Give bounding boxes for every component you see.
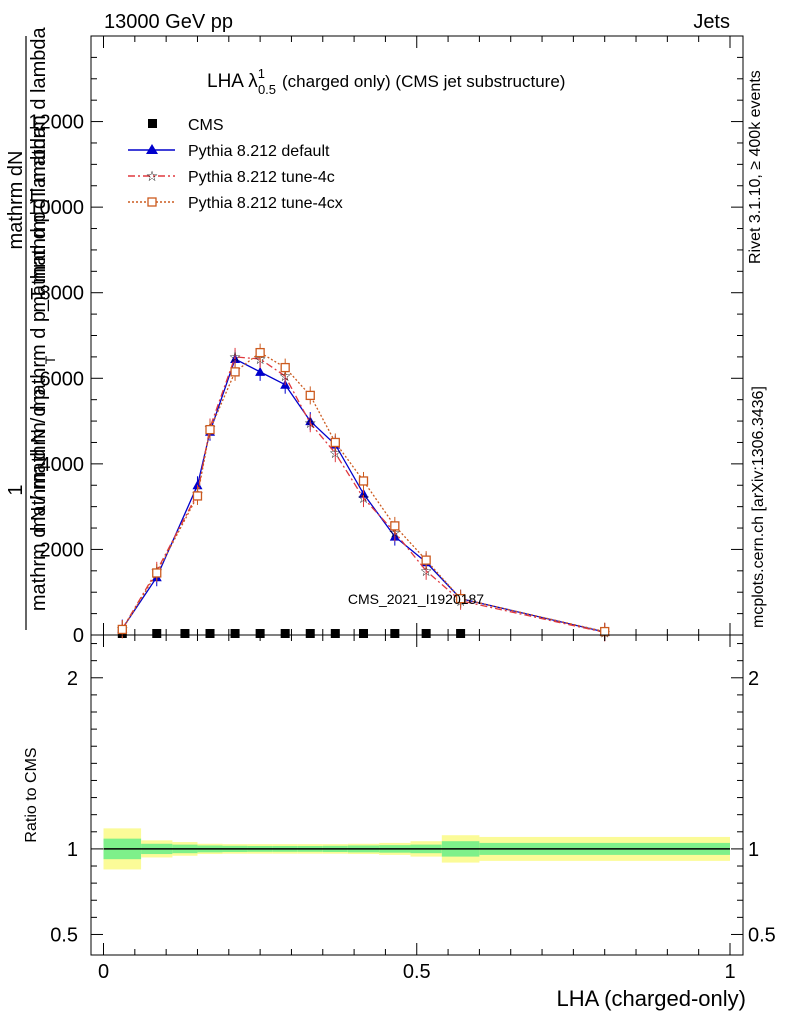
y-tick-label: 8000 [40,283,85,305]
main-ylabel: mathrm dN 1 mathrm d N / mathrm d p_T ma… [5,26,58,630]
series-point-4c: ☆ [229,349,242,365]
series-line-2 [121,356,605,634]
mcplots-label: mcplots.cern.ch [arXiv:1306.3436] [750,386,767,628]
ratio-y-tick-label: 0.5 [50,924,78,946]
series-point-4cx [421,555,431,565]
series-point-4cx [390,521,400,531]
ratio-y-tick-label-right: 1 [748,839,759,861]
cms-data-point [456,629,466,638]
legend-label-4c: Pythia 8.212 tune-4c [188,169,335,186]
cms-data-point [180,629,190,638]
ylabel-one: 1 [5,484,27,495]
y-tick-label: 4000 [40,454,85,476]
series-point-4cx [358,476,369,486]
series-point-4c: ☆ [420,563,433,579]
series-point-4c: ☆ [304,415,317,431]
cms-data-point [205,629,215,638]
ratio-y-tick-label: 2 [67,668,78,690]
analysis-watermark: CMS_2021_I1920187 [348,591,484,607]
legend-label-cms: CMS [188,117,224,134]
cms-data-point [230,629,240,638]
legend-marker-4cx [147,197,157,207]
cms-data-point [421,629,431,638]
legend-marker-4c: ☆ [146,168,159,184]
ratio-ylabel: Ratio to CMS [23,747,40,842]
main-series: ☆☆☆☆☆☆☆☆☆☆☆☆☆☆ [116,343,611,642]
ratio-y-tick-label: 1 [67,839,78,861]
legend-label-default: Pythia 8.212 default [188,143,330,160]
series-point-4cx [192,491,203,501]
legend-label-4cx: Pythia 8.212 tune-4cx [188,195,343,212]
y-tick-label: 10000 [28,197,84,219]
title-main: LHA λ [207,71,258,92]
series-point-4cx [280,362,290,373]
x-tick-label: 1 [724,961,735,983]
cms-data-point [280,629,290,638]
series-point-4cx [455,593,466,604]
title-sub: 0.5 [258,82,276,97]
header-right: Jets [693,11,730,33]
ylabel-overlay-a: mathrm d p_T mathrm d lambda [28,26,50,312]
x-axis-label: LHA (charged-only) [556,986,746,1011]
series-point-default [192,480,203,490]
series-point-4cx [330,437,340,448]
ylabel-overlay-c: T [42,355,58,364]
x-tick-label: 0 [98,961,109,983]
series-point-4c: ☆ [329,445,342,461]
y-tick-label: 12000 [28,112,84,134]
title-sup: 1 [258,66,265,81]
series-point-4cx [230,367,240,377]
series-point-4cx [152,568,162,578]
legend: CMS Pythia 8.212 default ☆ Pythia 8.212 … [128,117,343,212]
x-tick-label: 0.5 [403,961,431,983]
ylabel-denominator: mathrm d N / mathrm d p_T mathrm d lambd… [28,126,50,533]
y-tick-label: 6000 [40,368,85,390]
legend-marker-cms [148,119,157,128]
title-rest: (charged only) (CMS jet substructure) [282,72,565,91]
y-tick-label: 0 [73,625,84,647]
ylabel-overlay-b: mathrm d N / mathrm d p [28,389,50,611]
series-point-4cx [117,624,127,635]
cms-data-point [255,629,265,638]
cms-data-point [152,629,162,638]
series-point-4cx [600,626,610,637]
plot-title: LHA λ1 0.5 (charged only) (CMS jet substru… [207,66,565,97]
series-point-4cx [255,347,265,358]
cms-data-point [330,629,340,638]
ratio-y-tick-label-right: 2 [748,668,759,690]
ratio-y-tick-label-right: 0.5 [748,924,776,946]
main-axes: 0 2000 4000 6000 8000 10000 12000 [28,36,743,647]
y-tick-label: 2000 [40,539,85,561]
header-left: 13000 GeV pp [104,11,233,33]
series-line-3 [121,351,605,633]
cms-data-point [305,629,315,638]
series-point-4cx [305,390,315,401]
legend-marker-default [146,144,158,154]
ratio-axes: 0.5 0.5 1 1 2 2 0 0.5 1 [50,635,776,983]
rivet-label: Rivet 3.1.10, ≥ 400k events [747,70,764,264]
series-point-default [255,366,266,376]
cms-data-point [390,629,400,638]
series-point-4cx [205,424,215,435]
series-line-1 [121,358,605,633]
cms-data-point [358,629,368,638]
ylabel-numerator: mathrm dN [5,151,27,250]
ratio-frame [90,634,744,956]
series-point-4c: ☆ [357,490,370,506]
